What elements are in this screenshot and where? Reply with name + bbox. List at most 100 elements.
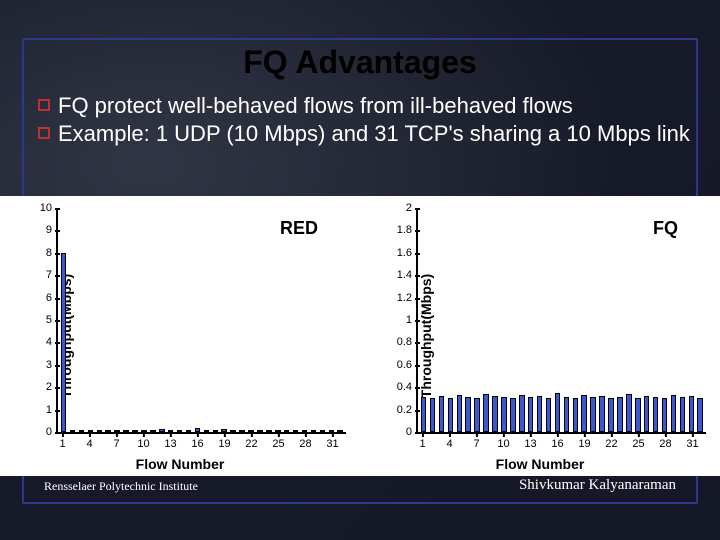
y-tick-label: 5 [46,314,58,326]
bar [457,395,463,432]
y-tick-label: 0 [46,426,58,438]
bar [671,395,677,432]
y-tick-label: 2 [46,381,58,393]
y-tick-label: 0 [406,426,418,438]
footer-author: Shivkumar Kalyanaraman [519,477,676,494]
bar [680,397,686,432]
bar [483,394,489,432]
x-axis-label: Flow Number [360,456,720,472]
bar [581,395,587,432]
bars-container [418,208,706,432]
bar [617,397,623,432]
x-tick-label: 22 [605,432,617,450]
x-tick-label: 28 [659,432,671,450]
bar [510,398,516,432]
y-tick-label: 8 [46,247,58,259]
x-tick-label: 4 [446,432,452,450]
bar [448,398,454,432]
y-tick-label: 1 [406,314,418,326]
bar [599,396,605,432]
bar [213,430,219,432]
footer-institute: Rensselaer Polytechnic Institute [44,479,198,494]
y-tick-label: 2 [406,202,418,214]
y-tick-label: 1.6 [397,247,418,259]
bar [230,430,236,432]
bar [150,430,156,432]
bar [320,430,326,432]
bar [430,398,436,432]
bar [474,398,480,432]
bar [79,430,85,432]
charts-panel: Throughput(Mbps) RED 0123456789101471013… [0,196,720,476]
bar [564,397,570,432]
bar [546,398,552,432]
y-tick-label: 4 [46,336,58,348]
bar [293,430,299,432]
y-tick-label: 10 [40,202,58,214]
bars-container [58,208,346,432]
y-tick-label: 6 [46,292,58,304]
bar [662,398,668,432]
bar [70,430,76,432]
x-tick-label: 19 [578,432,590,450]
bullet-text: FQ protect well-behaved flows from ill-b… [58,92,573,120]
y-tick-label: 1.8 [397,224,418,236]
bar [590,397,596,432]
x-tick-label: 13 [164,432,176,450]
x-tick-label: 1 [59,432,65,450]
x-tick-label: 28 [299,432,311,450]
chart-plot-area: FQ 00.20.40.60.811.21.41.61.821471013161… [416,208,706,434]
x-axis-label: Flow Number [0,456,360,472]
bar [105,430,111,432]
bullet-marker-icon [38,99,50,111]
bullet-marker-icon [38,127,50,139]
chart-plot-area: RED 0123456789101471013161922252831 [56,208,346,434]
bullet-list: FQ protect well-behaved flows from ill-b… [38,92,700,147]
x-tick-label: 10 [137,432,149,450]
y-tick-label: 0.2 [397,404,418,416]
y-tick-label: 1.2 [397,292,418,304]
bullet-text: Example: 1 UDP (10 Mbps) and 31 TCP's sh… [58,120,690,148]
y-tick-label: 7 [46,269,58,281]
x-tick-label: 19 [218,432,230,450]
x-tick-label: 13 [524,432,536,450]
bar [697,398,703,432]
bar [644,396,650,432]
slide-title: FQ Advantages [0,44,720,81]
y-tick-label: 0.6 [397,359,418,371]
bar [519,395,525,432]
y-tick-label: 3 [46,359,58,371]
bar [555,393,561,432]
bullet-item: FQ protect well-behaved flows from ill-b… [38,92,700,120]
y-tick-label: 1 [46,404,58,416]
x-tick-label: 31 [326,432,338,450]
bar [257,430,263,432]
chart-red: Throughput(Mbps) RED 0123456789101471013… [0,196,360,476]
bar [61,253,67,432]
y-tick-label: 0.8 [397,336,418,348]
x-tick-label: 4 [86,432,92,450]
bar [689,396,695,432]
bar [465,397,471,432]
bar [421,397,427,432]
bar [626,394,632,432]
bar [284,430,290,432]
y-tick-label: 1.4 [397,269,418,281]
y-tick-label: 0.4 [397,381,418,393]
bar [97,430,103,432]
bar [653,397,659,432]
x-tick-label: 7 [113,432,119,450]
bar [501,397,507,432]
chart-fq: Throughput(Mbps) FQ 00.20.40.60.811.21.4… [360,196,720,476]
x-tick-label: 7 [473,432,479,450]
y-tick-label: 9 [46,224,58,236]
bar [239,430,245,432]
x-tick-label: 10 [497,432,509,450]
x-tick-label: 16 [551,432,563,450]
bar [204,430,210,432]
x-tick-label: 1 [419,432,425,450]
bar [608,398,614,432]
x-tick-label: 25 [632,432,644,450]
bar [573,398,579,432]
bar [528,397,534,432]
